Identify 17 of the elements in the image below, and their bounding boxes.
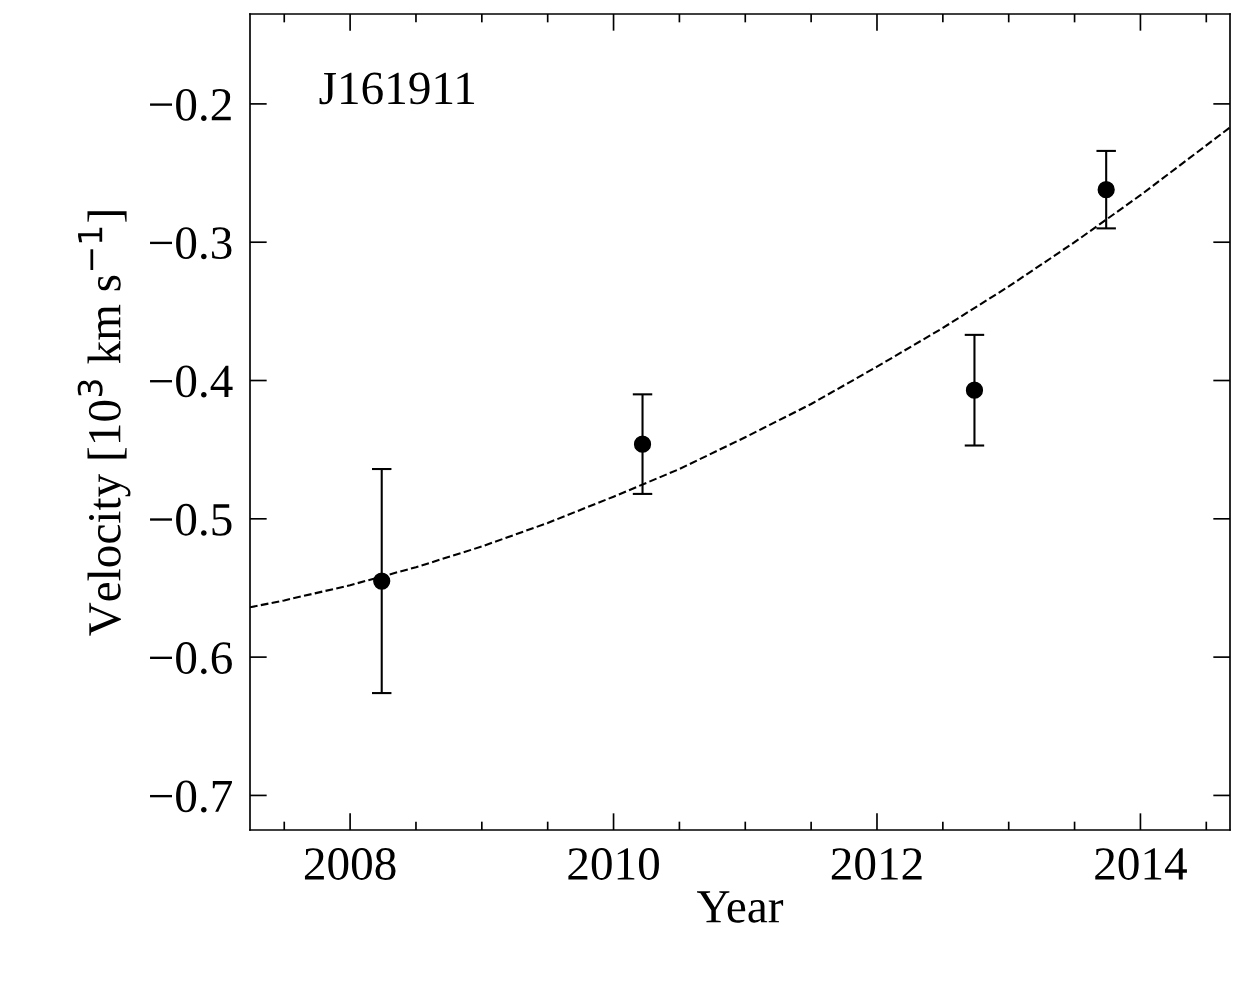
y-axis-title: Velocity [10$^{3}$ km s$^{−1}$]: [77, 211, 131, 636]
y-tick-label: −0.6: [150, 642, 232, 675]
point: [965, 381, 984, 399]
y-tick-label: −0.2: [150, 88, 231, 121]
x-axis-title: Year: [697, 891, 784, 923]
x-tick-label: 2014: [1095, 848, 1187, 880]
point: [373, 572, 391, 590]
x-tick-label: 2010: [568, 848, 659, 880]
x-tick-label: 2008: [304, 848, 396, 880]
point: [1097, 181, 1115, 199]
x-tick-label: 2012: [831, 848, 922, 880]
y-tick-label: −0.3: [150, 227, 232, 260]
annotation: J161911: [319, 72, 475, 105]
y-tick-label: −0.4: [150, 365, 233, 398]
y-tick-label: −0.5: [150, 503, 232, 536]
point: [633, 435, 652, 453]
y-tick-label: −0.7: [150, 780, 232, 813]
